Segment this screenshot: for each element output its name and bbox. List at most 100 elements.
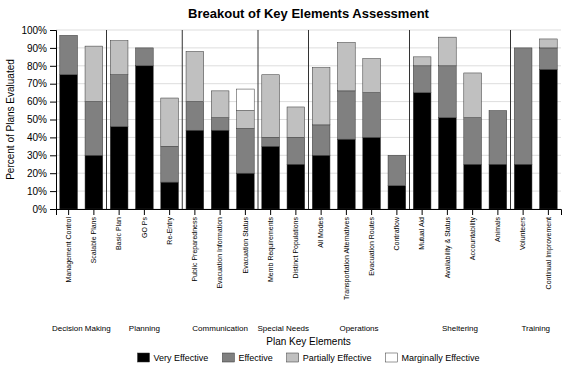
y-axis: 0%10%20%30%40%50%60%70%80%90%100% xyxy=(21,25,56,215)
bar-segment xyxy=(136,48,154,66)
tick-mark xyxy=(548,209,549,215)
bar-segment xyxy=(60,35,78,36)
tick-mark xyxy=(50,120,56,121)
tick-label: Distinct Populations xyxy=(292,217,300,279)
tick-label: 60% xyxy=(27,96,47,107)
bar-segment xyxy=(514,47,532,48)
tick-mark xyxy=(93,209,94,215)
tick: Evacuation Status xyxy=(242,209,249,273)
bar-segment xyxy=(60,75,78,209)
bar-segment xyxy=(186,130,204,209)
tick-label: Evacuation Routes xyxy=(368,217,375,276)
bar-segment xyxy=(85,46,103,47)
legend-label: Partially Effective xyxy=(303,353,372,363)
bar-segment xyxy=(489,110,507,111)
tick: Volunteers xyxy=(519,209,526,250)
bar-segment xyxy=(211,91,229,118)
bar-segment xyxy=(489,110,507,111)
tick: Availability & Status xyxy=(444,209,452,278)
tick: 90% xyxy=(27,43,56,54)
bar-segment xyxy=(388,155,406,185)
tick: Distinct Populations xyxy=(292,209,300,278)
group-label: Sheltering xyxy=(442,324,478,333)
tick-label: Accountability xyxy=(469,217,477,261)
tick-mark xyxy=(169,209,170,215)
group-label: Communication xyxy=(192,324,248,333)
bar-segment xyxy=(363,59,381,93)
bar-segment xyxy=(338,43,356,91)
bar-segment xyxy=(262,75,280,138)
bar-segment xyxy=(237,89,255,110)
bar-segment xyxy=(464,73,482,118)
legend-label: Very Effective xyxy=(154,353,209,363)
tick: 60% xyxy=(27,96,56,107)
legend-label: Effective xyxy=(238,353,272,363)
bar-segment xyxy=(540,38,558,39)
tick-mark xyxy=(194,209,195,215)
tick-label: Memb Requirements xyxy=(267,217,275,282)
tick-mark xyxy=(321,209,322,215)
tick-mark xyxy=(371,209,372,215)
bar-segment xyxy=(363,58,381,59)
bar-segment xyxy=(413,66,431,93)
group-labels: Decision MakingPlanningCommunicationSpec… xyxy=(52,324,550,333)
bar-segment xyxy=(312,155,330,209)
bar-segment xyxy=(85,155,103,209)
tick-label: 70% xyxy=(27,78,47,89)
group-label: Special Needs xyxy=(257,324,309,333)
tick-label: Basic Plan xyxy=(115,217,122,250)
tick-label: Scalable Plans xyxy=(90,217,97,264)
tick: Public Preparedness xyxy=(191,209,199,282)
tick-mark xyxy=(295,209,296,215)
tick-label: Contraflow xyxy=(393,216,400,250)
tick-label: Mutual Aid xyxy=(418,217,425,250)
tick: Memb Requirements xyxy=(267,209,275,282)
tick-mark xyxy=(50,48,56,49)
tick-label: 50% xyxy=(27,114,47,125)
bar-segment xyxy=(413,57,431,66)
bar-segment xyxy=(489,164,507,209)
tick: Management Control xyxy=(65,209,73,282)
tick-label: 90% xyxy=(27,43,47,54)
bar-segment xyxy=(136,47,154,48)
group-label: Planning xyxy=(129,324,160,333)
tick-label: Evacuation Status xyxy=(242,217,249,274)
tick-label: Continual Improvement xyxy=(545,217,553,289)
tick-mark xyxy=(50,191,56,192)
tick: 30% xyxy=(27,150,56,161)
group-separator xyxy=(308,30,309,209)
tick-mark xyxy=(50,84,56,85)
tick-label: 100% xyxy=(21,25,47,36)
legend-swatch xyxy=(138,353,150,362)
tick-label: Re-Entry xyxy=(166,217,174,245)
tick-mark xyxy=(50,209,56,210)
bar-segment xyxy=(464,118,482,165)
tick: 70% xyxy=(27,78,56,89)
bar-segment xyxy=(338,91,356,139)
tick: 100% xyxy=(21,25,56,36)
grid xyxy=(56,30,561,209)
bar-segment xyxy=(85,102,103,156)
tick-mark xyxy=(497,209,498,215)
bar-segment xyxy=(514,164,532,209)
bar-segment xyxy=(237,173,255,209)
tick: Scalable Plans xyxy=(90,209,97,263)
group-separator xyxy=(409,30,410,209)
legend-item: Very Effective xyxy=(138,353,209,363)
bar-segment xyxy=(161,182,179,209)
tick-mark xyxy=(422,209,423,215)
tick: 20% xyxy=(27,168,56,179)
tick: 80% xyxy=(27,61,56,72)
legend-swatch xyxy=(287,353,299,362)
bar-segment xyxy=(110,127,128,209)
tick: 0% xyxy=(33,204,56,215)
tick: 10% xyxy=(27,186,56,197)
bar-segment xyxy=(464,72,482,73)
tick-label: GO Ps xyxy=(141,217,148,239)
group-separator xyxy=(510,30,511,209)
bar-segment xyxy=(60,35,78,74)
x-axis-title: Plan Key Elements xyxy=(266,336,351,347)
bar-segment xyxy=(110,41,128,75)
bar-segment xyxy=(287,106,305,107)
tick-label: Volunteers xyxy=(519,217,526,251)
